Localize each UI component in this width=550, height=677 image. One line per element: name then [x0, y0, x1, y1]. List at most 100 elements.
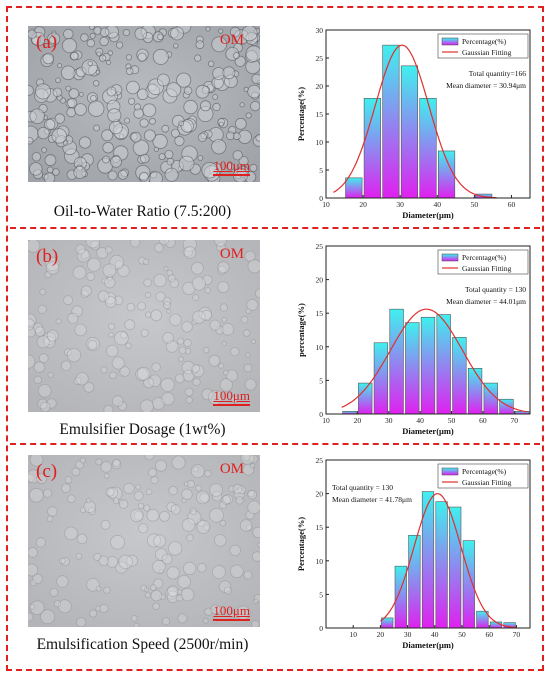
droplet [205, 26, 211, 32]
droplet [33, 375, 42, 385]
x-tick-label: 40 [416, 416, 424, 425]
droplet [191, 368, 197, 375]
droplet [128, 97, 136, 105]
droplet [253, 598, 259, 604]
droplet [93, 26, 102, 35]
droplet [126, 80, 140, 95]
droplet [209, 507, 224, 523]
droplet [152, 48, 169, 65]
droplet [74, 103, 87, 116]
droplet [223, 369, 229, 376]
droplet [204, 287, 211, 294]
legend-swatch-bars [441, 467, 459, 476]
droplet [29, 600, 45, 616]
droplet [93, 124, 100, 132]
droplet [63, 295, 74, 306]
droplet [167, 585, 179, 597]
droplet [247, 259, 260, 274]
droplet [247, 489, 258, 500]
droplet [253, 594, 260, 603]
droplet [182, 281, 196, 296]
droplet [28, 326, 36, 338]
droplet [183, 86, 193, 95]
droplet [181, 360, 196, 375]
droplet [38, 103, 48, 114]
droplet [245, 32, 259, 45]
droplet [140, 584, 148, 592]
droplet [242, 463, 255, 476]
droplet [73, 377, 82, 386]
droplet [85, 240, 101, 249]
panel-divider-2 [10, 443, 540, 445]
legend-label: Gaussian Fitting [462, 48, 512, 57]
droplet [194, 54, 202, 62]
x-tick-label: 20 [377, 630, 385, 639]
droplet [111, 356, 125, 370]
droplet [133, 103, 142, 111]
droplet [93, 553, 102, 562]
droplet [167, 541, 183, 556]
droplet [32, 322, 44, 334]
droplet [111, 459, 122, 470]
droplet [90, 95, 97, 102]
droplet [217, 281, 230, 294]
droplet [64, 526, 78, 541]
x-axis-label: Diameter(μm) [402, 640, 454, 650]
droplet [190, 261, 204, 275]
droplet [101, 277, 109, 285]
droplet [224, 74, 238, 88]
x-tick-label: 50 [471, 200, 479, 209]
droplet [110, 534, 125, 550]
legend-swatch-bars [441, 37, 459, 46]
droplet [170, 26, 185, 41]
droplet [244, 378, 257, 391]
droplet [57, 599, 72, 614]
droplet [89, 32, 96, 39]
droplet [29, 487, 44, 503]
droplet [195, 484, 203, 492]
droplet [130, 240, 141, 248]
droplet [112, 154, 121, 163]
droplet [197, 132, 207, 142]
droplet [109, 371, 117, 380]
droplet [171, 455, 186, 470]
droplet [243, 363, 253, 373]
y-tick-label: 15 [316, 523, 324, 532]
bar [452, 337, 467, 415]
droplet [73, 165, 87, 179]
droplet [28, 85, 34, 96]
droplet [145, 488, 153, 496]
droplet [245, 308, 252, 315]
droplet [159, 593, 166, 601]
droplet [122, 28, 131, 37]
droplet [108, 31, 120, 43]
droplet [137, 502, 145, 510]
scale-bar: 100μm [213, 158, 250, 176]
droplet [239, 519, 253, 532]
droplet [192, 310, 206, 324]
droplet [104, 276, 116, 289]
droplet [75, 66, 87, 78]
droplet [218, 362, 225, 369]
plot-frame [325, 459, 531, 629]
droplet [155, 548, 168, 561]
droplet [41, 147, 48, 153]
droplet [145, 311, 152, 318]
droplet [203, 165, 220, 182]
legend-label: Percentage(%) [462, 37, 507, 46]
droplet [108, 323, 116, 331]
droplet [240, 455, 255, 465]
droplet [183, 561, 197, 576]
droplet [139, 172, 149, 182]
y-tick-label: 25 [316, 456, 324, 465]
bar [358, 382, 373, 415]
x-tick-label: 50 [448, 416, 456, 425]
micrograph-b: (b) OM 100μm [28, 240, 260, 412]
droplet [86, 497, 92, 504]
droplet [167, 274, 176, 283]
droplet [192, 466, 199, 473]
droplet [28, 313, 37, 327]
droplet [163, 266, 169, 272]
droplet [96, 51, 102, 57]
droplet [186, 534, 194, 542]
